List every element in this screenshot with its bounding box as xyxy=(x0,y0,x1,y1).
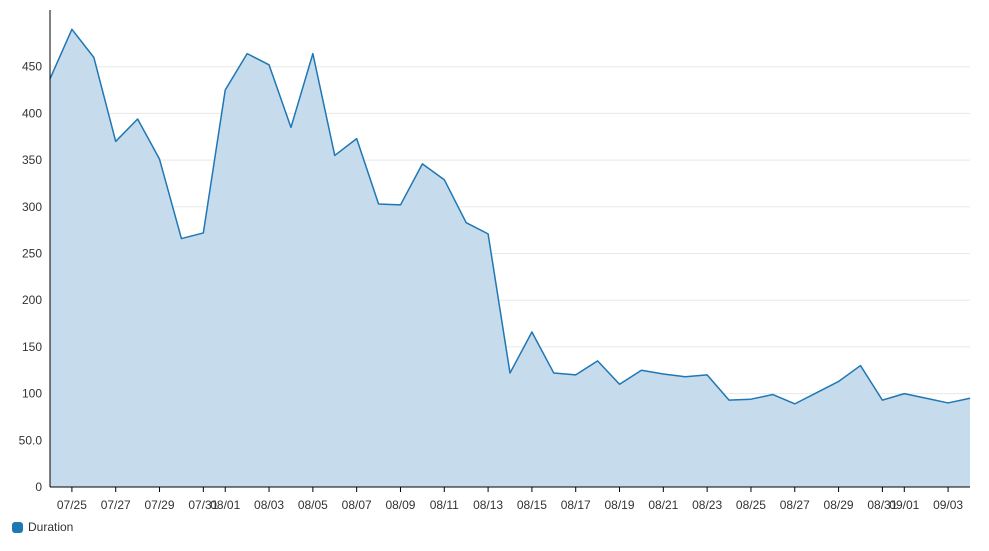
x-tick-label: 09/03 xyxy=(933,498,963,512)
x-tick-label: 08/11 xyxy=(430,498,459,512)
x-tick-label: 08/15 xyxy=(517,498,547,512)
x-tick-label: 08/13 xyxy=(473,498,503,512)
axes: 0 50.0 100 150 200 250 300 350 400 450 07/25 07/27 0… xyxy=(19,10,970,512)
y-tick-label: 400 xyxy=(22,106,42,120)
x-tick-label: 08/19 xyxy=(605,498,635,512)
legend: Duration xyxy=(12,520,73,534)
x-tick-label: 07/27 xyxy=(101,498,131,512)
x-tick-label: 08/07 xyxy=(342,498,372,512)
x-tick-label: 08/05 xyxy=(298,498,328,512)
x-tick-label: 08/03 xyxy=(254,498,284,512)
y-tick-label: 200 xyxy=(22,293,42,307)
y-tick-label: 150 xyxy=(22,340,42,354)
y-tick-label: 100 xyxy=(22,387,42,401)
x-tick-label: 08/09 xyxy=(385,498,415,512)
area-fill xyxy=(50,29,970,488)
y-tick-label: 450 xyxy=(22,60,42,74)
y-tick-label: 350 xyxy=(22,153,42,167)
x-tick-label: 08/31 xyxy=(867,498,897,512)
x-tick-label: 09/01 xyxy=(889,498,919,512)
y-tick-label: 300 xyxy=(22,200,42,214)
legend-label: Duration xyxy=(28,520,74,534)
x-tick-label: 08/21 xyxy=(648,498,678,512)
x-tick-label: 07/25 xyxy=(57,498,87,512)
x-tick-label: 08/29 xyxy=(824,498,854,512)
series-line xyxy=(49,28,971,405)
x-tick-label: 08/01 xyxy=(210,498,240,512)
plot-area xyxy=(49,28,971,488)
x-tick-label: 07/31 xyxy=(188,498,218,512)
y-tick-label: 0 xyxy=(35,480,42,494)
x-tick-label: 07/29 xyxy=(145,498,175,512)
x-tick-label: 08/25 xyxy=(736,498,766,512)
x-tick-label: 08/27 xyxy=(780,498,810,512)
x-tick-label: 08/17 xyxy=(561,498,591,512)
x-tick-label: 08/23 xyxy=(692,498,722,512)
y-tick-label: 250 xyxy=(22,247,42,261)
y-tick-label: 50.0 xyxy=(19,433,43,447)
legend-swatch xyxy=(12,521,23,533)
